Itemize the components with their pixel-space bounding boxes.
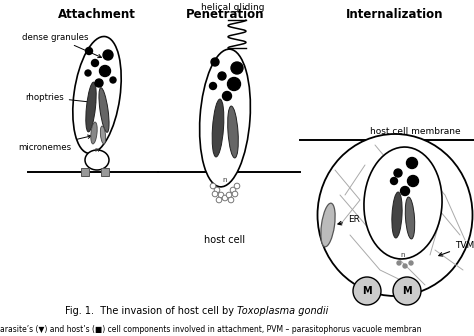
Text: micronemes: micronemes [18, 135, 91, 152]
Circle shape [95, 79, 103, 87]
Ellipse shape [212, 99, 224, 157]
Circle shape [222, 195, 228, 201]
Text: .: . [301, 306, 304, 316]
Ellipse shape [73, 37, 121, 154]
Circle shape [403, 264, 407, 268]
Text: arasite’s (▼) and host’s (■) cell components involved in attachment, PVM – paras: arasite’s (▼) and host’s (■) cell compon… [0, 325, 421, 334]
Circle shape [408, 175, 419, 186]
Circle shape [218, 192, 224, 198]
Ellipse shape [100, 126, 106, 144]
Circle shape [231, 62, 243, 74]
Text: helical gliding: helical gliding [201, 3, 265, 12]
Ellipse shape [364, 147, 442, 259]
Circle shape [401, 186, 410, 196]
Bar [101, 168, 109, 176]
Text: ER: ER [338, 215, 360, 225]
Text: host cell: host cell [204, 235, 246, 245]
Text: TVMN: TVMN [439, 241, 474, 256]
Ellipse shape [318, 134, 473, 296]
Text: M: M [362, 286, 372, 296]
Circle shape [91, 59, 99, 67]
Circle shape [100, 66, 110, 77]
Text: host cell membrane: host cell membrane [370, 127, 460, 136]
Text: rhoptries: rhoptries [25, 92, 95, 104]
Circle shape [230, 187, 236, 193]
Circle shape [393, 277, 421, 305]
Text: dense granules: dense granules [22, 33, 101, 57]
Text: n: n [401, 252, 405, 258]
Circle shape [232, 191, 238, 197]
Circle shape [210, 83, 217, 89]
Ellipse shape [405, 197, 415, 239]
Circle shape [353, 277, 381, 305]
Circle shape [212, 191, 218, 197]
Text: n: n [95, 147, 99, 153]
Circle shape [226, 192, 232, 198]
Text: Toxoplasma gondii: Toxoplasma gondii [237, 306, 328, 316]
Ellipse shape [91, 122, 97, 144]
Text: Fig. 1.  The invasion of host cell by: Fig. 1. The invasion of host cell by [65, 306, 237, 316]
Ellipse shape [228, 106, 238, 158]
Circle shape [222, 91, 231, 100]
Text: M: M [402, 286, 412, 296]
Text: Penetration: Penetration [186, 8, 264, 21]
Circle shape [228, 197, 234, 203]
Circle shape [394, 169, 402, 177]
Ellipse shape [200, 49, 250, 187]
Circle shape [211, 58, 219, 66]
Ellipse shape [99, 88, 109, 132]
Circle shape [407, 158, 418, 168]
Circle shape [216, 197, 222, 203]
Bar [81, 168, 89, 176]
Circle shape [210, 183, 216, 189]
Ellipse shape [321, 203, 335, 247]
Circle shape [397, 261, 401, 265]
Circle shape [85, 47, 92, 54]
Ellipse shape [86, 82, 96, 132]
Circle shape [103, 50, 113, 60]
Text: Internalization: Internalization [346, 8, 444, 21]
Circle shape [228, 78, 240, 90]
Circle shape [234, 183, 240, 189]
Circle shape [409, 261, 413, 265]
Circle shape [85, 70, 91, 76]
Ellipse shape [85, 150, 109, 170]
Circle shape [391, 177, 398, 184]
Circle shape [214, 187, 220, 193]
Ellipse shape [392, 192, 402, 238]
Text: Attachment: Attachment [58, 8, 136, 21]
Text: n: n [223, 177, 227, 183]
Circle shape [110, 77, 116, 83]
Circle shape [218, 72, 226, 80]
